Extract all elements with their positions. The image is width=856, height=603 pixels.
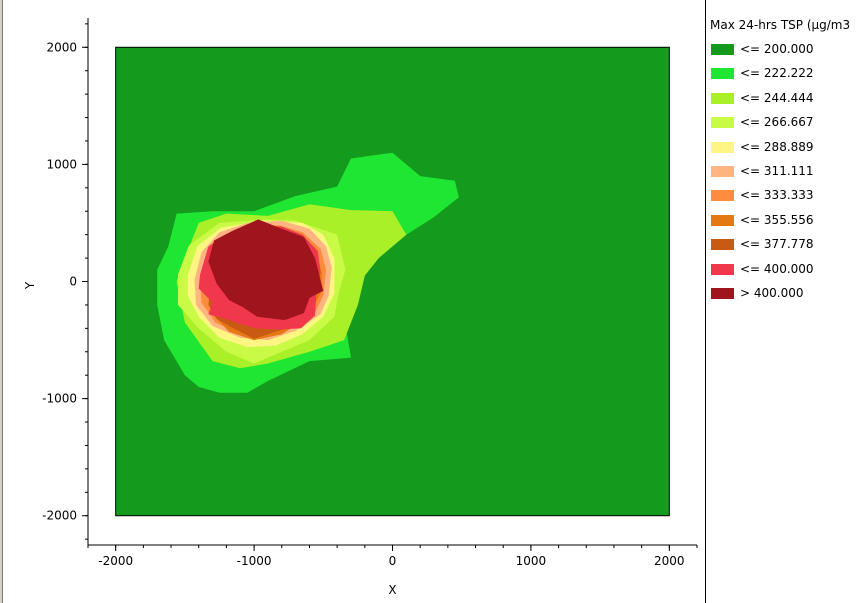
domain-border bbox=[115, 46, 670, 517]
legend-swatch bbox=[711, 117, 734, 129]
axes: -2000 -1000 0 1000 2000 2000 1000 0 -1000 -2000 bbox=[42, 18, 698, 568]
legend: Max 24-hrs TSP (µg/m3 <= 200.000 <= 222.2… bbox=[705, 0, 856, 603]
x-tick-label: 0 bbox=[389, 554, 397, 568]
legend-label: <= 377.778 bbox=[740, 237, 814, 252]
legend-label: <= 333.333 bbox=[740, 188, 814, 203]
legend-swatch bbox=[711, 263, 734, 275]
y-tick-label: -1000 bbox=[42, 392, 77, 406]
legend-swatch bbox=[711, 68, 734, 80]
legend-swatch bbox=[711, 44, 734, 55]
contour-layers bbox=[157, 152, 459, 393]
x-tick-label: -1000 bbox=[237, 554, 272, 568]
x-tick-label: 1000 bbox=[516, 554, 547, 568]
legend-label: <= 355.556 bbox=[740, 212, 814, 227]
legend-label: <= 266.667 bbox=[740, 115, 814, 130]
legend-label: <= 400.000 bbox=[740, 261, 814, 276]
y-tick-label: -2000 bbox=[42, 509, 77, 523]
x-tick-label: 2000 bbox=[654, 554, 685, 568]
x-axis-title: X bbox=[388, 583, 396, 597]
legend-swatch bbox=[711, 190, 734, 202]
legend-label: <= 311.111 bbox=[740, 164, 814, 178]
y-tick-label: 1000 bbox=[46, 157, 77, 171]
y-axis-title: Y bbox=[23, 281, 37, 290]
legend-swatch bbox=[711, 214, 734, 226]
x-tick-label: -2000 bbox=[98, 554, 133, 568]
legend-swatch bbox=[711, 166, 734, 177]
legend-swatch bbox=[711, 92, 734, 104]
legend-label: <= 222.222 bbox=[740, 66, 814, 81]
legend-swatch bbox=[711, 288, 734, 299]
window-frame-edge bbox=[0, 0, 3, 603]
legend-label: <= 244.444 bbox=[740, 90, 814, 105]
y-tick-label: 0 bbox=[69, 275, 77, 289]
contour-level-9 bbox=[208, 219, 324, 321]
legend-title: Max 24-hrs TSP (µg/m3 bbox=[710, 18, 851, 32]
legend-label: <= 288.889 bbox=[740, 139, 814, 154]
legend-swatch bbox=[711, 239, 734, 251]
plot-area[interactable]: -2000 -1000 0 1000 2000 2000 1000 0 -1000 -2000 X… bbox=[0, 0, 705, 603]
legend-label: <= 200.000 bbox=[740, 42, 814, 56]
legend-swatch bbox=[711, 141, 734, 153]
legend-label: > 400.000 bbox=[740, 286, 804, 300]
y-tick-label: 2000 bbox=[46, 40, 77, 54]
